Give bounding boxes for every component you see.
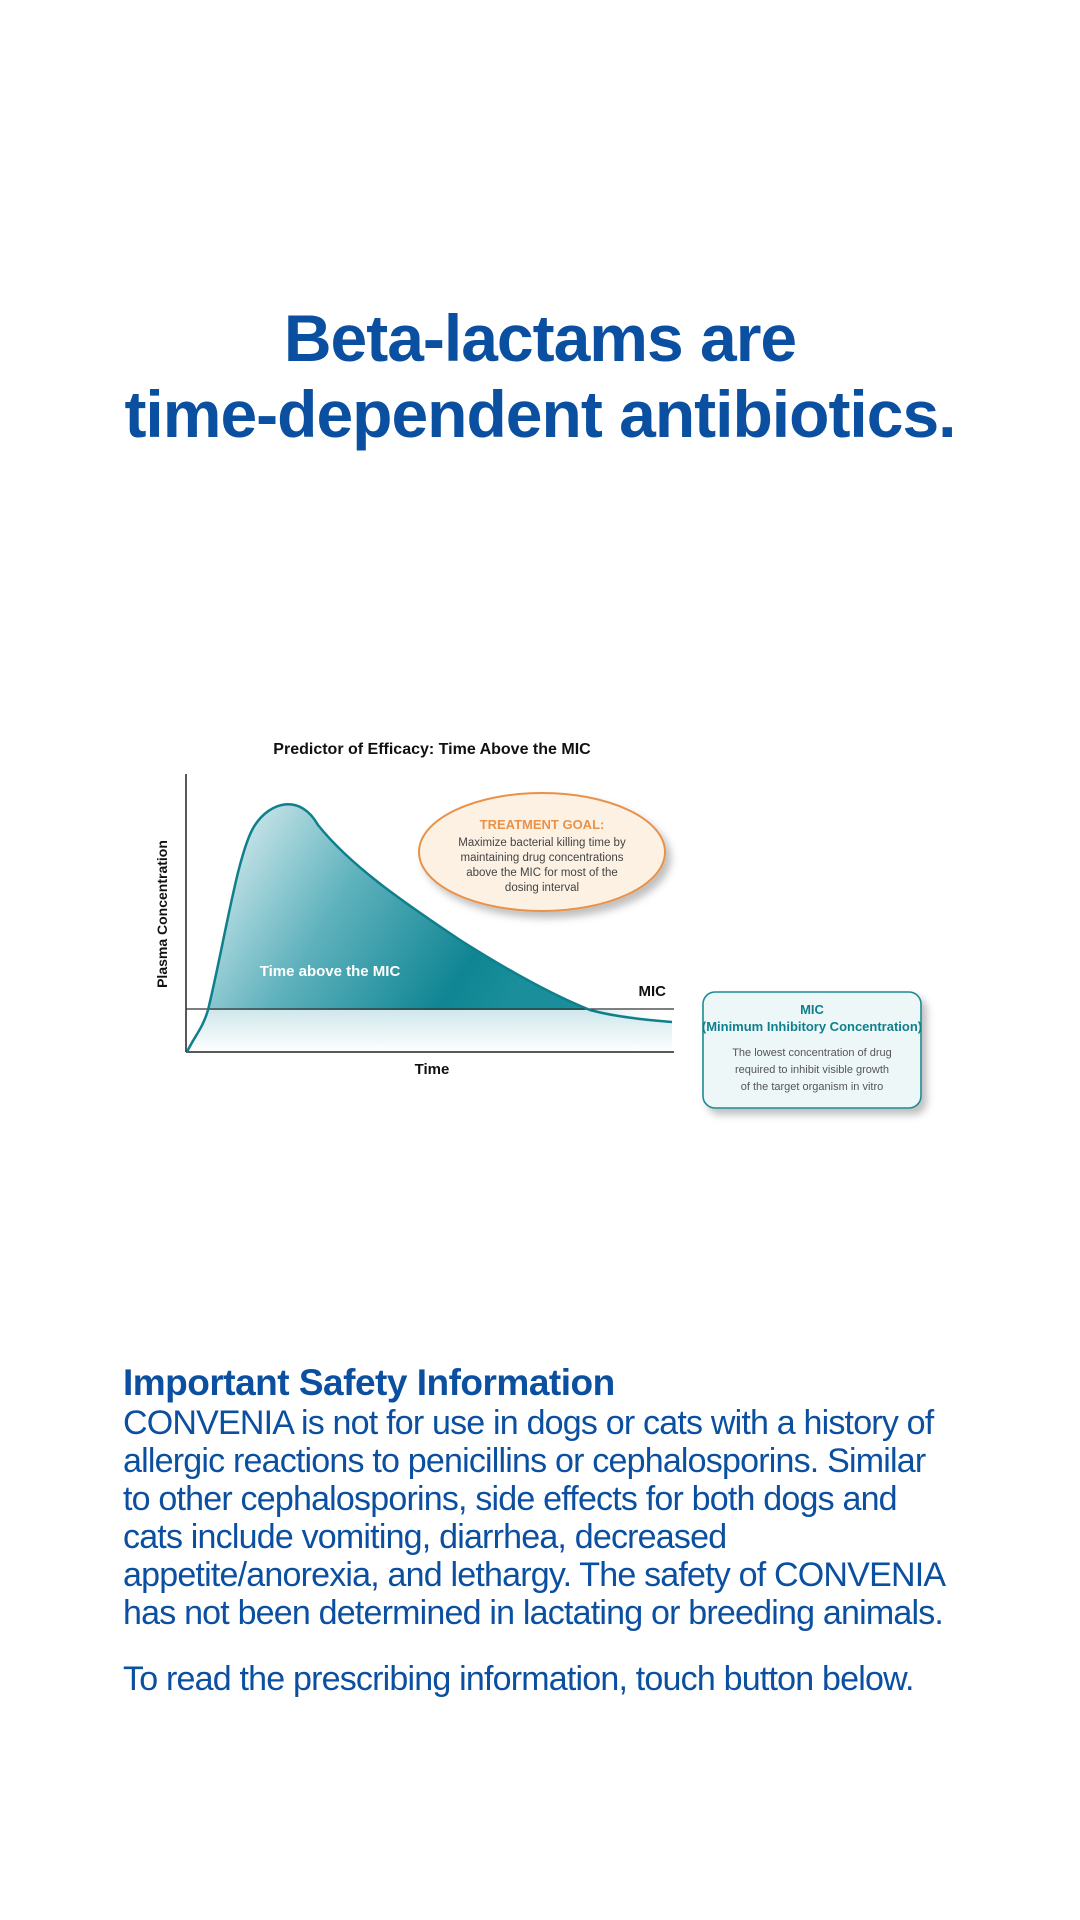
mic-definition-subheading: (Minimum Inhibitory Concentration) [702,1019,922,1034]
x-axis-label: Time [415,1061,450,1078]
time-above-mic-chart: Predictor of Efficacy: Time Above the MI… [154,741,922,1109]
area-label: Time above the MIC [260,963,401,980]
above-mic-area [208,804,590,1010]
treatment-goal-line-4: dosing interval [505,882,579,894]
safety-body-line-2: allergic reactions to penicillins or cep… [123,1442,926,1480]
treatment-goal-line-2: maintaining drug concentrations [460,852,623,864]
concentration-curve [185,803,673,1053]
treatment-goal-line-3: above the MIC for most of the [466,867,618,879]
treatment-goal-heading: TREATMENT GOAL: [480,817,605,832]
safety-information: Important Safety Information CONVENIA is… [123,1362,983,1698]
headline: Beta-lactams are time-dependent antibiot… [0,300,1080,452]
headline-line-2: time-dependent antibiotics. [124,377,956,451]
prescribing-info-prompt: To read the prescribing information, tou… [123,1660,914,1698]
safety-body-line-5: appetite/anorexia, and lethargy. The saf… [123,1556,946,1594]
y-axis-label: Plasma Concentration [154,840,170,988]
mic-definition-line-2: required to inhibit visible growth [735,1064,889,1076]
treatment-goal-line-1: Maximize bacterial killing time by [458,837,626,849]
sub-mic-area [186,1010,672,1052]
safety-body-line-6: has not been determined in lactating or … [123,1594,944,1632]
safety-body: CONVENIA is not for use in dogs or cats … [123,1404,983,1632]
mic-definition-line-3: of the target organism in vitro [741,1081,883,1093]
safety-body-line-1: CONVENIA is not for use in dogs or cats … [123,1404,934,1442]
mic-line-label: MIC [639,983,667,1000]
safety-body-line-3: to other cephalosporins, side effects fo… [123,1480,898,1518]
treatment-goal-callout: TREATMENT GOAL: Maximize bacterial killi… [418,792,666,912]
mic-definition-line-1: The lowest concentration of drug [732,1047,892,1059]
safety-title: Important Safety Information [123,1362,615,1403]
mic-definition-box: MIC (Minimum Inhibitory Concentration) T… [702,991,922,1109]
headline-line-1: Beta-lactams are [283,301,797,375]
mic-definition-heading: MIC [800,1002,824,1017]
chart-title: Predictor of Efficacy: Time Above the MI… [273,741,591,758]
safety-body-line-4: cats include vomiting, diarrhea, decreas… [123,1518,727,1556]
